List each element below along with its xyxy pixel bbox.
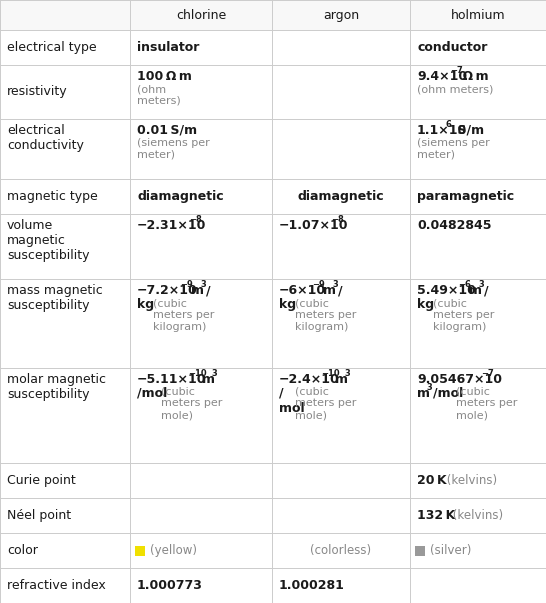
Text: −9: −9 — [312, 280, 325, 289]
Text: /: / — [484, 285, 489, 297]
Text: magnetic type: magnetic type — [7, 190, 98, 203]
Text: 5.49×10: 5.49×10 — [417, 285, 476, 297]
Text: diamagnetic: diamagnetic — [298, 190, 384, 203]
Text: 1.1×10: 1.1×10 — [417, 124, 467, 137]
Text: mass magnetic
susceptibility: mass magnetic susceptibility — [7, 285, 103, 312]
Text: (cubic
meters per
kilogram): (cubic meters per kilogram) — [433, 298, 494, 332]
Text: 6: 6 — [445, 120, 451, 128]
Text: /mol: /mol — [137, 387, 167, 400]
Text: 3: 3 — [344, 369, 350, 378]
Text: Ω m: Ω m — [460, 70, 489, 83]
Text: Néel point: Néel point — [7, 509, 71, 522]
Bar — [0, 0, 546, 30]
Text: 9.05467×10: 9.05467×10 — [417, 373, 502, 386]
Text: 3: 3 — [200, 280, 206, 289]
Text: −7: −7 — [450, 66, 463, 75]
Text: −10: −10 — [188, 369, 206, 378]
Text: −10: −10 — [321, 369, 340, 378]
Text: /
mol: / mol — [279, 387, 305, 415]
Text: conductor: conductor — [417, 41, 488, 54]
Text: 3: 3 — [332, 280, 338, 289]
Text: 3: 3 — [211, 369, 217, 378]
Text: 1.000773: 1.000773 — [137, 579, 203, 592]
Text: m: m — [469, 285, 482, 297]
Text: −8: −8 — [331, 215, 344, 224]
Text: 132 K: 132 K — [417, 509, 455, 522]
Text: −7.2×10: −7.2×10 — [137, 285, 198, 297]
Text: insulator: insulator — [137, 41, 199, 54]
Text: kg: kg — [279, 298, 296, 311]
Text: (siemens per
meter): (siemens per meter) — [137, 137, 210, 159]
Text: (cubic
meters per
kilogram): (cubic meters per kilogram) — [153, 298, 215, 332]
Text: kg: kg — [137, 298, 154, 311]
Text: −6: −6 — [458, 280, 471, 289]
Text: (ohm meters): (ohm meters) — [417, 84, 494, 94]
Text: (kelvins): (kelvins) — [443, 475, 497, 487]
Text: paramagnetic: paramagnetic — [417, 190, 514, 203]
Text: 0.0482845: 0.0482845 — [417, 219, 491, 232]
Text: m: m — [417, 387, 430, 400]
Text: m: m — [335, 373, 348, 386]
Text: (cubic
meters per
mole): (cubic meters per mole) — [295, 387, 357, 420]
Text: 20 K: 20 K — [417, 475, 447, 487]
Text: electrical type: electrical type — [7, 41, 97, 54]
Text: −8: −8 — [189, 215, 202, 224]
Text: /: / — [206, 285, 211, 297]
Text: 1.000281: 1.000281 — [279, 579, 345, 592]
Text: 0.01 S/m: 0.01 S/m — [137, 124, 197, 137]
Text: color: color — [7, 544, 38, 557]
Text: argon: argon — [323, 8, 359, 22]
Text: 100 Ω m: 100 Ω m — [137, 70, 192, 83]
Text: m: m — [191, 285, 204, 297]
Text: diamagnetic: diamagnetic — [137, 190, 224, 203]
Text: volume
magnetic
susceptibility: volume magnetic susceptibility — [7, 219, 90, 262]
Text: (cubic
meters per
kilogram): (cubic meters per kilogram) — [295, 298, 357, 332]
Text: 3: 3 — [478, 280, 484, 289]
Text: S/m: S/m — [455, 124, 484, 137]
Text: −9: −9 — [180, 280, 193, 289]
Text: −6×10: −6×10 — [279, 285, 326, 297]
Text: m: m — [323, 285, 336, 297]
Text: (cubic
meters per
mole): (cubic meters per mole) — [161, 387, 222, 420]
Text: (yellow): (yellow) — [150, 544, 197, 557]
Text: resistivity: resistivity — [7, 86, 68, 98]
Text: −2.4×10: −2.4×10 — [279, 373, 340, 386]
Text: /mol: /mol — [433, 387, 463, 400]
Text: kg: kg — [417, 298, 434, 311]
Text: electrical
conductivity: electrical conductivity — [7, 124, 84, 152]
Text: (silver): (silver) — [430, 544, 471, 557]
Text: (cubic
meters per
mole): (cubic meters per mole) — [456, 387, 518, 420]
Text: (siemens per
meter): (siemens per meter) — [417, 137, 490, 159]
Text: holmium: holmium — [450, 8, 505, 22]
Text: m: m — [202, 373, 215, 386]
Text: molar magnetic
susceptibility: molar magnetic susceptibility — [7, 373, 106, 401]
Text: chlorine: chlorine — [176, 8, 226, 22]
Text: (kelvins): (kelvins) — [449, 509, 503, 522]
Text: 3: 3 — [426, 383, 432, 392]
Text: refractive index: refractive index — [7, 579, 106, 592]
Text: (colorless): (colorless) — [311, 544, 372, 557]
Text: Curie point: Curie point — [7, 475, 76, 487]
Text: 9.4×10: 9.4×10 — [417, 70, 467, 83]
Text: −1.07×10: −1.07×10 — [279, 219, 348, 232]
Text: /: / — [338, 285, 343, 297]
Text: −5.11×10: −5.11×10 — [137, 373, 206, 386]
Text: −2.31×10: −2.31×10 — [137, 219, 206, 232]
Text: −7: −7 — [481, 369, 494, 378]
Text: (ohm
meters): (ohm meters) — [137, 84, 181, 106]
